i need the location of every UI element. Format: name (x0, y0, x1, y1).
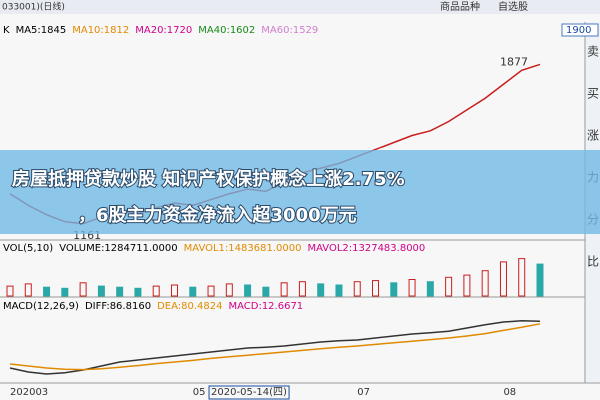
volume-bar (390, 282, 398, 297)
x-axis-label: 202003 (10, 387, 48, 398)
volume-bar (43, 286, 51, 297)
indicator-label: MAVOL1:1483681.0000 (184, 243, 302, 254)
x-axis-label: 05 (193, 387, 206, 398)
banner-title: 房屋抵押贷款炒股 知识产权保护概念上涨2.75% (12, 168, 405, 190)
volume-bar (134, 287, 142, 297)
volume-bar (152, 285, 160, 297)
indicator-label: DEA:80.4824 (157, 301, 222, 312)
price-tag: 1900 (566, 25, 591, 36)
volume-bar (536, 263, 544, 297)
indicator-label: MACD:12.6671 (228, 301, 303, 312)
indicator-label: MA10:1812 (72, 25, 129, 36)
side-label: 卖 (587, 45, 599, 59)
volume-bar (189, 286, 197, 297)
indicator-label: MA20:1720 (135, 25, 192, 36)
volume-bar (445, 276, 453, 297)
indicator-label: MAVOL2:1327483.8000 (307, 243, 425, 254)
indicator-label: MA60:1529 (261, 25, 318, 36)
high-label: 1877 (500, 55, 528, 68)
x-axis-label: 2020-05-14(四) (211, 387, 287, 398)
volume-bar (97, 285, 105, 297)
volume-bar (481, 270, 489, 297)
volume-bar (280, 282, 288, 297)
volume-bar (335, 284, 343, 297)
volume-bar (499, 261, 507, 297)
code: 033001)(日线) (2, 1, 65, 13)
banner-title: ，6股主力资金净流入超3000万元 (78, 204, 357, 226)
volume-bar (262, 286, 270, 297)
volume-bar (24, 283, 32, 297)
menu-item[interactable]: 自选股 (498, 0, 528, 13)
volume-bar (79, 282, 87, 297)
volume-bar (298, 281, 306, 297)
volume-bar (463, 274, 471, 297)
series-line (9, 323, 541, 371)
volume-bar (426, 281, 434, 297)
volume-bar (408, 279, 416, 297)
volume-bar (207, 285, 215, 297)
x-axis-label: 07 (357, 387, 370, 398)
news-banner (0, 150, 600, 234)
volume-bar (244, 284, 252, 297)
indicator-label: MA40:1602 (198, 25, 255, 36)
volume-bar (61, 287, 69, 297)
volume-bar (518, 258, 526, 297)
top-bar (0, 0, 600, 14)
volume-bar (116, 286, 124, 297)
indicator-label: VOL(5,10) (3, 243, 53, 254)
volume-bar (353, 281, 361, 297)
price-tag-box (561, 23, 599, 37)
indicator-label: VOLUME:1284711.0000 (59, 243, 177, 254)
volume-bar (225, 283, 233, 297)
menu-item[interactable]: 商品品种 (440, 0, 480, 13)
volume-bar (317, 283, 325, 297)
indicator-label: MA5:1845 (16, 25, 67, 36)
x-axis-label: 08 (503, 387, 516, 398)
series-line (9, 320, 541, 375)
volume-bar (372, 280, 380, 297)
side-label: 比 (587, 255, 599, 269)
date-highlight (208, 385, 290, 400)
indicator-label: K (3, 25, 10, 36)
volume-bar (6, 285, 14, 297)
side-label: 涨 (587, 128, 599, 143)
indicator-label: DIFF:86.8160 (85, 301, 151, 312)
volume-bar (170, 284, 178, 297)
side-label: 买 (587, 87, 599, 101)
indicator-label: MACD(12,26,9) (3, 301, 79, 312)
